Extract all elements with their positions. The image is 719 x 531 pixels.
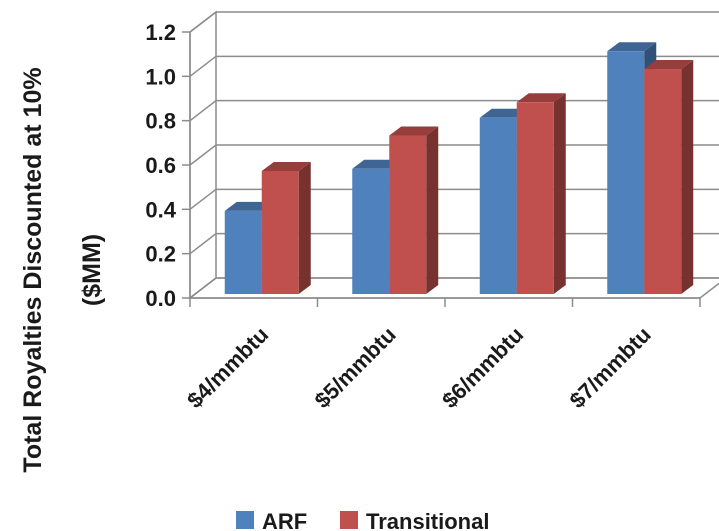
y-tick-label: 0.2 <box>145 242 176 267</box>
legend-swatch-transitional <box>340 511 358 529</box>
bar-front <box>224 210 262 294</box>
bar-top <box>389 126 439 136</box>
legend-label-transitional: Transitional <box>366 509 489 531</box>
bar-transitional-2 <box>389 126 439 295</box>
bar-top <box>516 93 566 103</box>
bar-transitional-1 <box>261 162 311 294</box>
bar-front <box>352 168 390 294</box>
bar-side <box>553 93 566 295</box>
x-tick-label: $4/mmbtu <box>182 322 273 413</box>
bar-front <box>607 51 645 294</box>
bar-front <box>479 117 517 294</box>
x-axis-ticks: $4/mmbtu $5/mmbtu $6/mmbtu $7/mmbtu <box>182 297 701 413</box>
x-tick-label: $7/mmbtu <box>565 322 656 413</box>
bar-front <box>516 102 554 295</box>
bar-top <box>607 42 657 52</box>
bar-top <box>224 201 274 211</box>
y-axis-label-line1: Total Royalties Discounted at 10% <box>19 67 47 472</box>
gridline <box>189 11 719 33</box>
bar-front <box>261 171 299 294</box>
gridline <box>189 55 719 77</box>
x-tick-label: $6/mmbtu <box>437 322 528 413</box>
bar-transitional-3 <box>516 93 566 295</box>
y-tick-label: 0.6 <box>145 153 176 178</box>
x-tick-label: $5/mmbtu <box>310 322 401 413</box>
bar-front <box>389 135 427 294</box>
y-axis-ticks: 0.0 0.2 0.4 0.6 0.8 1.0 1.2 <box>145 20 191 311</box>
y-tick-label: 1.2 <box>145 20 176 45</box>
y-axis-label-line2: ($MM) <box>78 234 106 306</box>
y-tick-label: 0.8 <box>145 109 176 134</box>
bar-top <box>352 159 402 169</box>
bars <box>224 42 694 295</box>
bar-side <box>681 60 694 295</box>
bar-top <box>261 162 311 171</box>
bar-top <box>479 108 529 118</box>
bar-front <box>644 69 682 295</box>
legend-swatch-arf <box>236 511 254 529</box>
legend: ARF Transitional <box>236 509 489 531</box>
y-tick-label: 1.0 <box>145 64 176 89</box>
bar-transitional-4 <box>644 60 694 295</box>
y-tick-label: 0.4 <box>145 197 176 222</box>
bar-side <box>298 162 311 294</box>
y-tick-label: 0.0 <box>145 286 176 311</box>
bar-side <box>426 126 439 295</box>
bar-top <box>644 60 694 70</box>
legend-label-arf: ARF <box>262 509 307 531</box>
